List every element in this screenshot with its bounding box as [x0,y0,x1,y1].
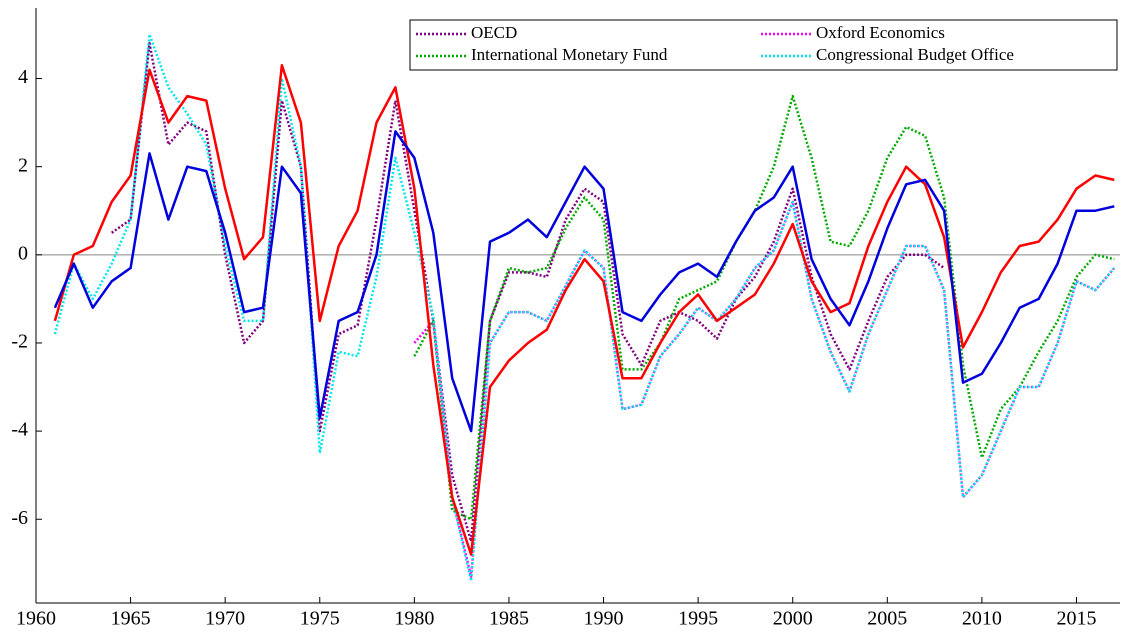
x-tick-label: 1965 [111,608,151,630]
series-line [53,33,1116,583]
series-line [110,42,945,543]
x-tick-label: 2010 [962,608,1002,630]
x-tick-label: 1960 [16,608,56,630]
y-tick-label: -4 [11,419,28,441]
x-tick-label: 1990 [584,608,624,630]
y-tick-label: -6 [11,507,28,529]
series-line [413,94,1115,521]
series-line [53,130,1115,433]
x-tick-label: 1970 [205,608,245,630]
legend-label: Oxford Economics [816,23,945,42]
x-tick-label: 2015 [1056,608,1096,630]
x-tick-label: 1975 [300,608,340,630]
legend-label: Congressional Budget Office [816,45,1014,64]
legend: OECD Oxford Economics International Moneta… [409,19,1118,71]
x-tick-label: 1995 [678,608,718,630]
x-tick-label: 1980 [394,608,434,630]
y-tick-label: 0 [18,242,28,264]
legend-label: International Monetary Fund [471,45,668,64]
x-tick-label: 2000 [773,608,813,630]
legend-label: OECD [471,23,517,42]
series-line [53,64,1115,556]
y-tick-label: -2 [11,331,28,353]
x-tick-label: 1985 [489,608,529,630]
y-tick-label: 4 [18,66,28,88]
x-tick-label: 2005 [867,608,907,630]
legend-box [409,19,1118,71]
y-tick-label: 2 [18,154,28,176]
